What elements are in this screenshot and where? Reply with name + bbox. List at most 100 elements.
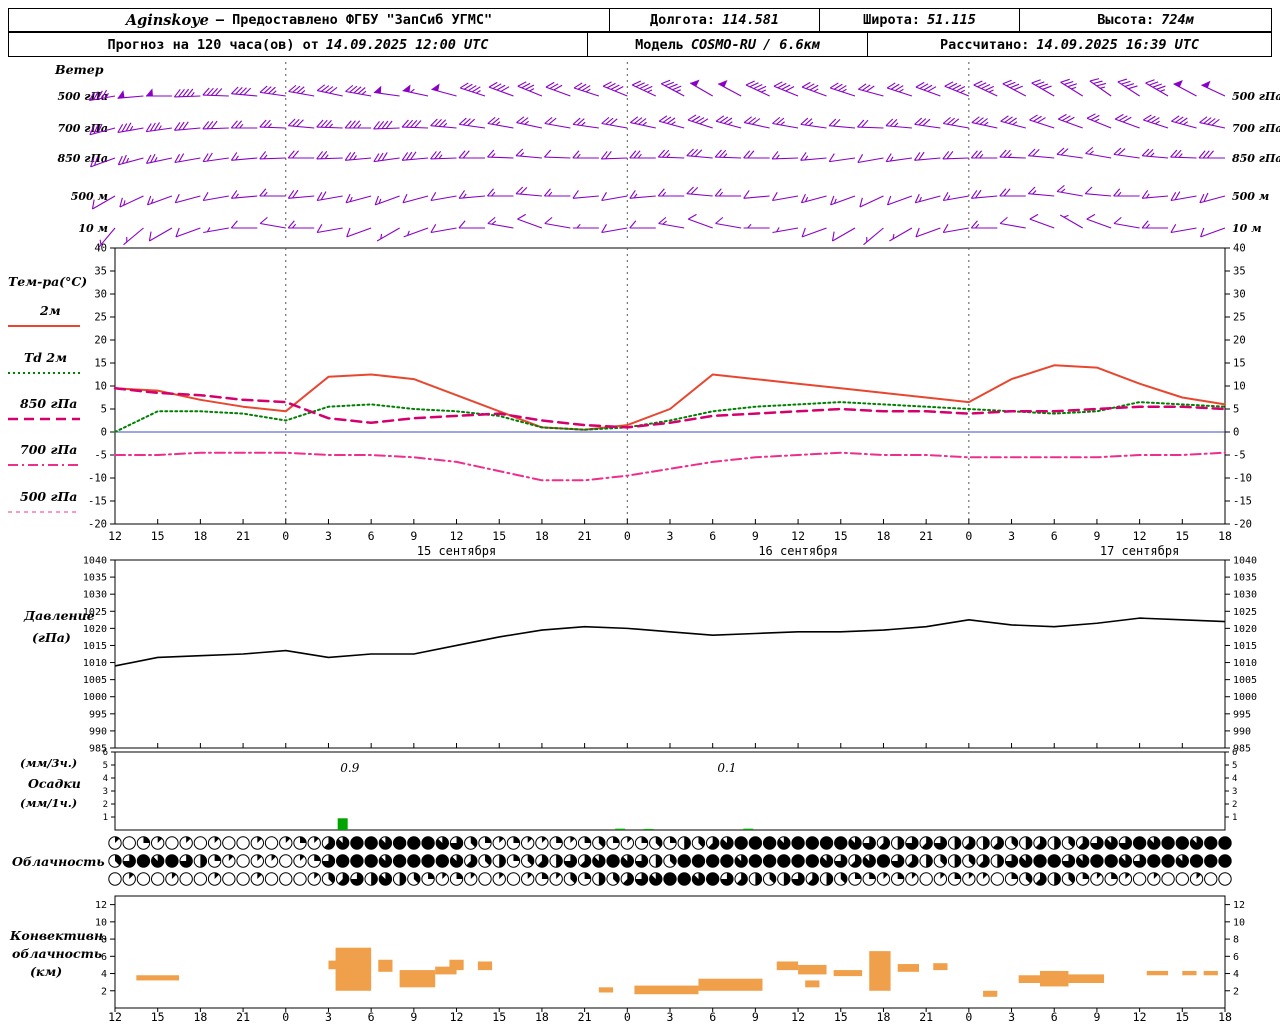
calc-time-value: 14.09.2025 16:39 UTC	[1036, 36, 1199, 53]
precipitation-panel: 1 1 2 2 3 3 4 4 5 5 6 6 0.9 0.1	[103, 748, 1237, 831]
svg-text:18: 18	[535, 1010, 549, 1024]
svg-text:40: 40	[1233, 243, 1246, 255]
temp-series-1	[114, 401, 1226, 433]
svg-text:1010: 1010	[1233, 658, 1257, 669]
svg-text:850 гПа: 850 гПа	[1232, 152, 1280, 165]
svg-text:18: 18	[193, 1010, 207, 1024]
convective-bar	[634, 985, 699, 995]
svg-text:35: 35	[1233, 266, 1246, 278]
svg-text:6: 6	[1051, 1010, 1058, 1024]
svg-text:30: 30	[1233, 289, 1246, 301]
svg-text:15: 15	[1233, 358, 1246, 370]
convective-bar	[378, 959, 393, 972]
svg-text:0.1: 0.1	[717, 761, 736, 775]
longitude-value: 114.581	[722, 12, 779, 28]
svg-text:21: 21	[236, 1010, 250, 1024]
convective-bar	[1182, 970, 1197, 976]
header-row-2: Прогноз на 120 часа(ов) от 14.09.2025 12…	[8, 32, 1272, 57]
forecast-label: Прогноз на 120 часа(ов) от	[107, 36, 319, 53]
header-calc-cell: Рассчитано: 14.09.2025 16:39 UTC	[867, 33, 1271, 56]
svg-text:0: 0	[282, 1010, 289, 1024]
altitude-value: 724м	[1161, 12, 1194, 28]
svg-text:15: 15	[1175, 529, 1189, 543]
svg-text:3: 3	[103, 787, 108, 797]
cloudiness-panel	[108, 836, 1232, 886]
svg-text:6: 6	[1051, 529, 1058, 543]
legend-label-td2m: Td 2м	[24, 350, 67, 365]
legend-label-t700: 700 гПа	[20, 442, 78, 457]
calc-label: Рассчитано:	[940, 36, 1030, 53]
svg-text:15 сентября: 15 сентября	[417, 544, 496, 558]
svg-text:1005: 1005	[83, 675, 107, 686]
svg-text:985: 985	[89, 744, 107, 755]
svg-text:12: 12	[450, 529, 464, 543]
wind-barbs-row-4	[97, 213, 1226, 249]
convective-bar	[1146, 970, 1169, 976]
init-time-value: 14.09.2025 12:00 UTC	[325, 36, 489, 53]
convective-bar	[897, 964, 920, 972]
svg-text:40: 40	[94, 243, 107, 255]
convective-panel-title-2: облачность	[12, 946, 103, 961]
precip-panel-title: Осадки	[28, 776, 81, 791]
svg-text:2: 2	[1233, 986, 1239, 997]
svg-text:21: 21	[919, 529, 933, 543]
pressure-line	[114, 617, 1226, 667]
temp-series-0	[114, 364, 1226, 431]
svg-text:12: 12	[450, 1010, 464, 1024]
svg-text:6: 6	[709, 1010, 716, 1024]
svg-text:12: 12	[1233, 900, 1245, 911]
convective-bar	[335, 947, 372, 991]
svg-text:10: 10	[94, 381, 107, 393]
wind-panel-title: Ветер	[55, 62, 104, 77]
svg-text:-15: -15	[1233, 496, 1252, 508]
svg-text:9: 9	[410, 529, 417, 543]
pressure-panel-unit: (гПа)	[32, 630, 71, 645]
convective-bar	[698, 978, 763, 991]
svg-text:990: 990	[89, 726, 107, 737]
cloud-row-0	[108, 836, 1232, 850]
svg-text:18: 18	[1218, 529, 1232, 543]
svg-text:3: 3	[1232, 787, 1237, 797]
wind-barbs-row-1	[89, 113, 1226, 136]
svg-text:985: 985	[1233, 744, 1251, 755]
svg-text:3: 3	[325, 1010, 332, 1024]
header-row-1: Aginskoye — Предоставлено ФГБУ "ЗапСиб У…	[8, 8, 1272, 32]
wind-barbs-row-2	[90, 146, 1225, 168]
svg-text:18: 18	[193, 529, 207, 543]
svg-text:3: 3	[667, 529, 674, 543]
convective-bar	[798, 964, 827, 975]
svg-text:9: 9	[1093, 529, 1100, 543]
svg-text:18: 18	[877, 1010, 891, 1024]
svg-text:8: 8	[101, 935, 107, 946]
svg-text:21: 21	[919, 1010, 933, 1024]
svg-text:9: 9	[752, 529, 759, 543]
convective-bar	[477, 961, 493, 971]
svg-text:5: 5	[1232, 761, 1237, 771]
legend-label-t500: 500 гПа	[20, 489, 78, 504]
svg-text:500 гПа: 500 гПа	[58, 90, 109, 103]
svg-text:15: 15	[151, 1010, 165, 1024]
convective-panel-title-1: Конвективн.	[10, 928, 108, 943]
svg-text:-5: -5	[94, 450, 107, 462]
convective-bar	[933, 963, 948, 971]
wind-barbs-row-3	[91, 184, 1226, 210]
convective-bar	[598, 987, 614, 993]
svg-text:12: 12	[95, 900, 107, 911]
temp-series-2	[113, 387, 1227, 429]
convective-bar	[776, 961, 799, 971]
svg-text:25: 25	[1233, 312, 1246, 324]
cloudiness-panel-title: Облачность	[12, 854, 105, 869]
svg-text:18: 18	[535, 529, 549, 543]
wind-barbs-row-0	[88, 78, 1226, 102]
svg-text:6: 6	[101, 952, 107, 963]
svg-text:12: 12	[108, 1010, 122, 1024]
svg-text:18: 18	[877, 529, 891, 543]
svg-text:1000: 1000	[1233, 692, 1257, 703]
svg-text:17 сентября: 17 сентября	[1100, 544, 1179, 558]
svg-text:10 м: 10 м	[78, 222, 108, 235]
svg-text:0.9: 0.9	[340, 761, 359, 775]
svg-text:700 гПа: 700 гПа	[1232, 122, 1280, 135]
svg-text:1020: 1020	[1233, 624, 1257, 635]
svg-text:1025: 1025	[1233, 607, 1257, 618]
svg-text:15: 15	[834, 529, 848, 543]
